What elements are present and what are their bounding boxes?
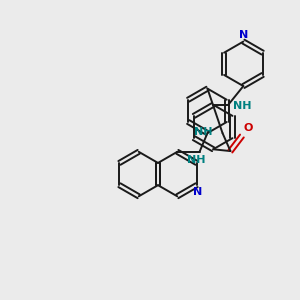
Text: NH: NH [194,127,212,137]
Text: O: O [244,124,253,134]
Text: N: N [239,30,248,40]
Text: NH: NH [188,155,206,165]
Text: NH: NH [232,101,251,111]
Text: N: N [193,187,202,196]
